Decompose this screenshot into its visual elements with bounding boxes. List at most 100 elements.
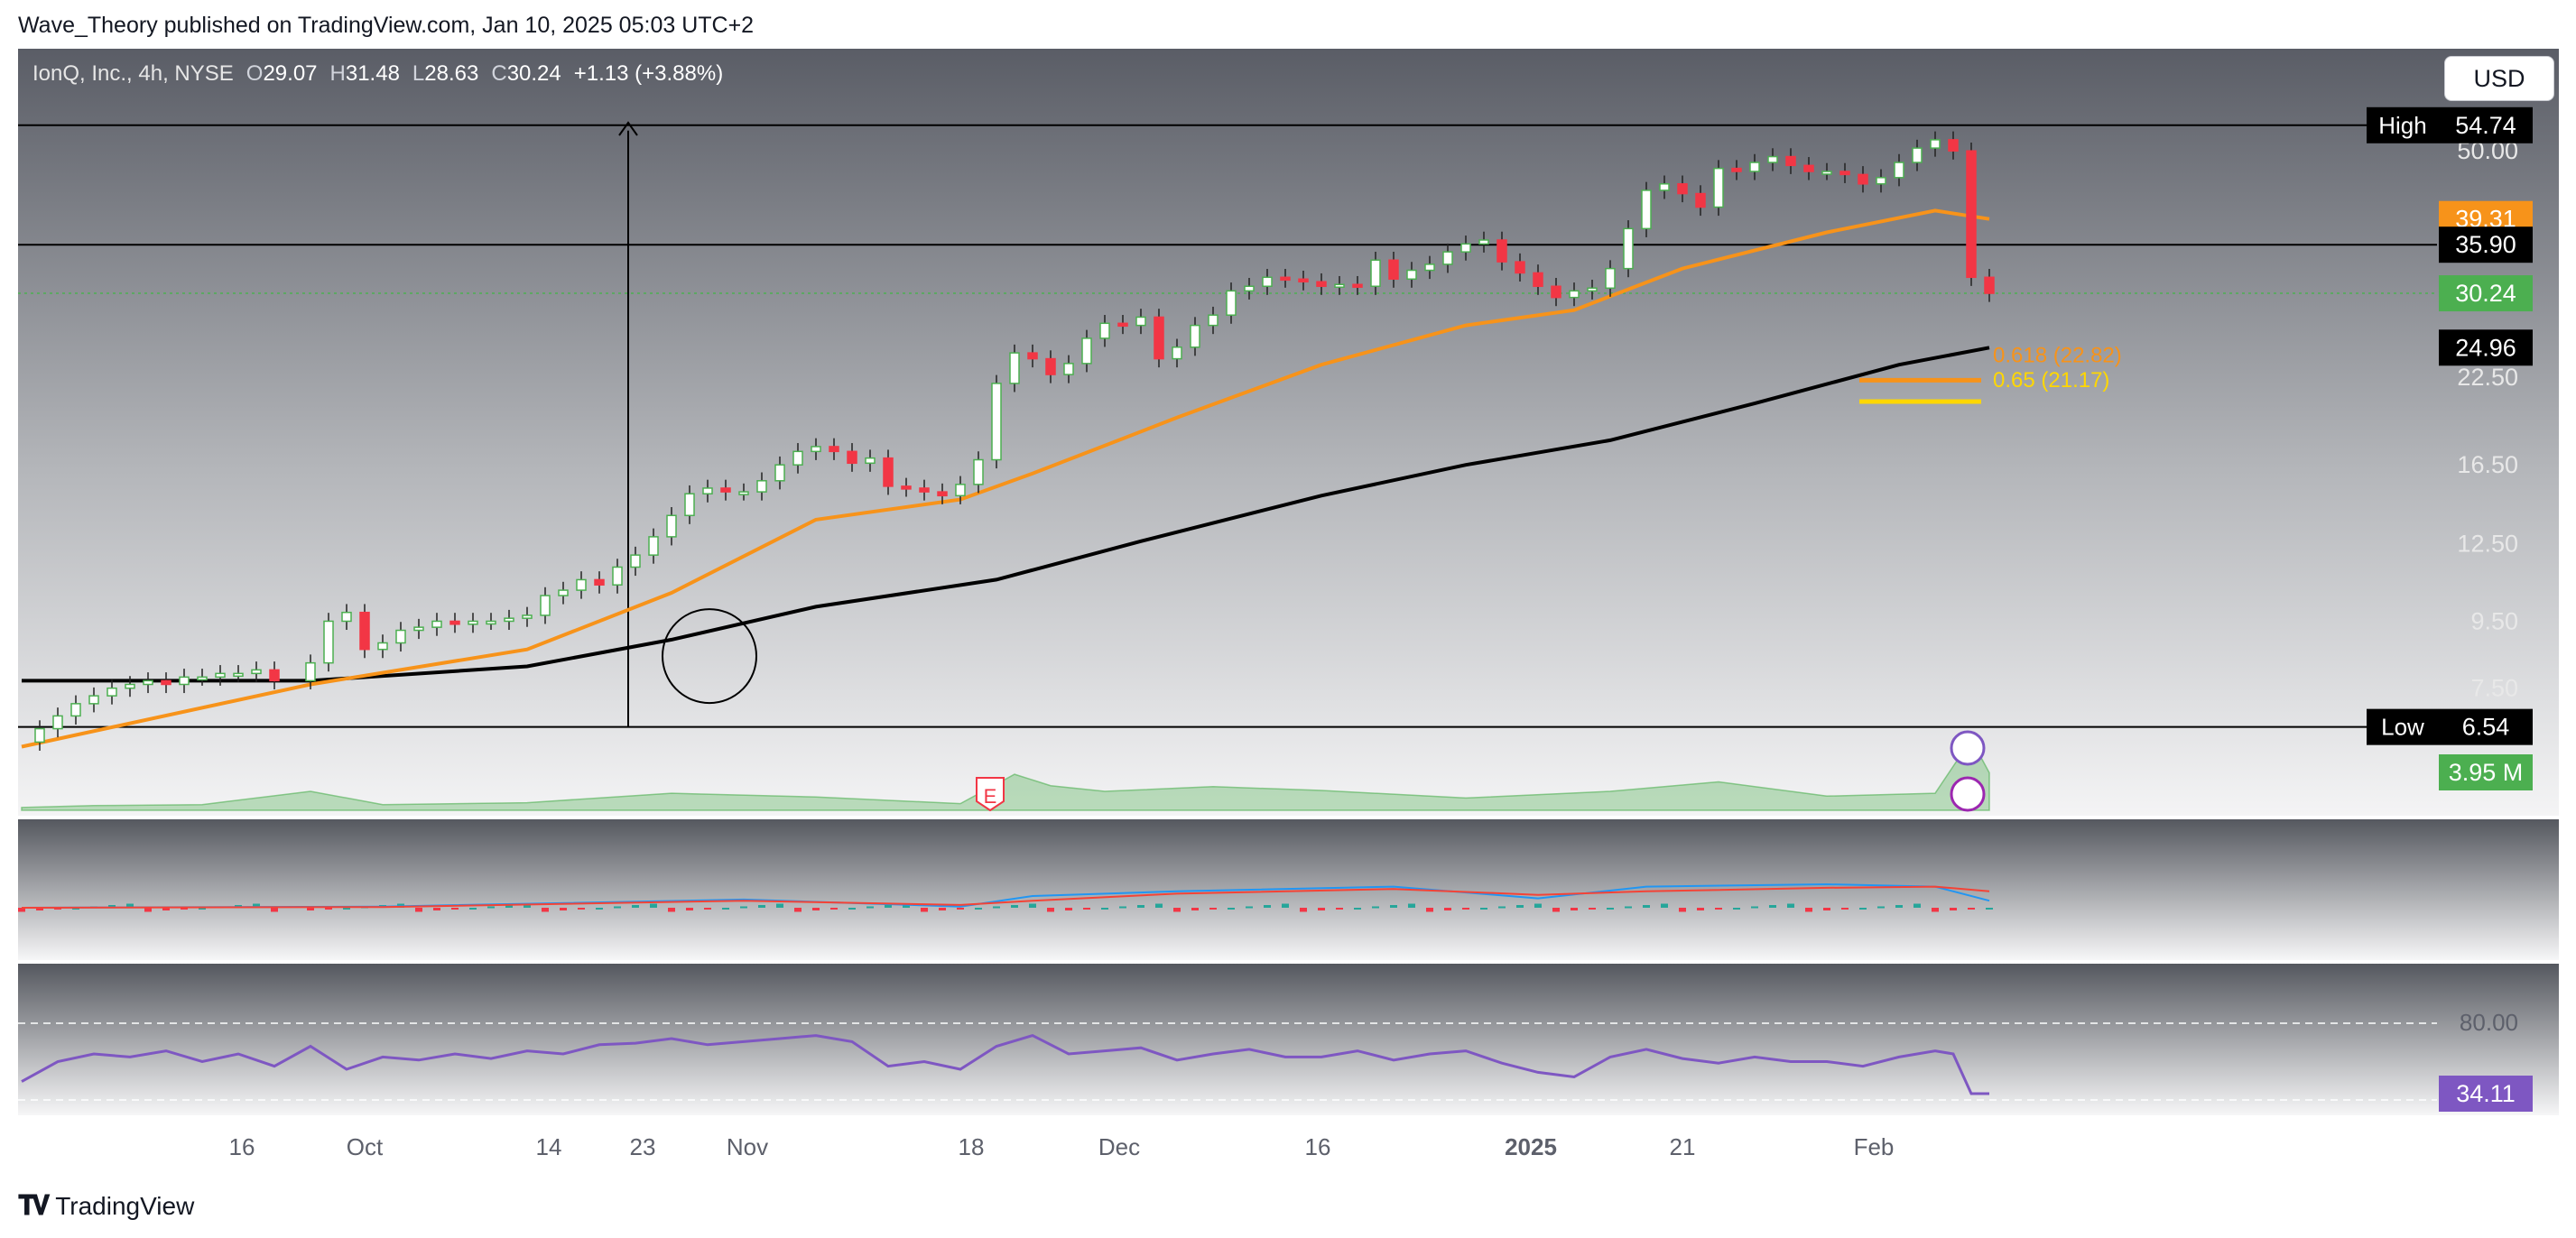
candle-body[interactable]: [1695, 192, 1706, 208]
symbol-label[interactable]: IonQ, Inc., 4h, NYSE: [32, 61, 234, 86]
candle-body[interactable]: [215, 672, 226, 679]
main-pane[interactable]: [18, 49, 2559, 816]
ema-fast-line[interactable]: [21, 208, 1990, 749]
candle-body[interactable]: [684, 493, 695, 517]
chart-canvas[interactable]: 0.618 (22.82)0.65 (21.17)E80.0050.0022.5…: [0, 0, 2576, 1191]
price-label-box[interactable]: [2439, 754, 2533, 790]
candle-body[interactable]: [449, 620, 460, 625]
candle-body[interactable]: [955, 484, 966, 497]
candle-body[interactable]: [1316, 281, 1327, 288]
candle-body[interactable]: [937, 491, 948, 497]
candle-body[interactable]: [486, 620, 496, 625]
candle-body[interactable]: [1659, 183, 1670, 191]
candle-body[interactable]: [1135, 316, 1146, 327]
candle-body[interactable]: [919, 487, 930, 493]
rsi-line[interactable]: [21, 1033, 1989, 1095]
candle-body[interactable]: [540, 595, 551, 616]
candle-body[interactable]: [1226, 290, 1237, 316]
event-star-icon[interactable]: [1950, 730, 1986, 766]
candle-body[interactable]: [413, 626, 424, 632]
candle-body[interactable]: [125, 683, 135, 689]
candle-body[interactable]: [1894, 162, 1904, 179]
candle-body[interactable]: [612, 566, 623, 586]
candle-body[interactable]: [594, 578, 605, 586]
candle-body[interactable]: [1027, 352, 1038, 360]
candle-body[interactable]: [1858, 173, 1868, 185]
candle-body[interactable]: [323, 620, 334, 664]
candle-body[interactable]: [774, 464, 785, 482]
candle-body[interactable]: [88, 695, 99, 705]
ema-slow-line[interactable]: [22, 346, 1990, 683]
tradingview-logo-icon[interactable]: 𝐓𝐕: [18, 1191, 50, 1221]
candle-body[interactable]: [305, 661, 316, 682]
candle-body[interactable]: [756, 480, 767, 493]
footer-brand[interactable]: TradingView: [55, 1192, 195, 1220]
candle-body[interactable]: [1731, 167, 1742, 172]
candle-body[interactable]: [522, 614, 533, 619]
candle-body[interactable]: [1551, 285, 1561, 299]
candle-body[interactable]: [1370, 259, 1381, 288]
candle-body[interactable]: [1388, 259, 1399, 281]
candle-body[interactable]: [1081, 337, 1092, 365]
candle-body[interactable]: [991, 383, 1002, 461]
candle-body[interactable]: [377, 642, 388, 651]
candle-body[interactable]: [1641, 189, 1652, 230]
candle-body[interactable]: [1099, 322, 1110, 339]
candle-body[interactable]: [1785, 155, 1796, 167]
candle-body[interactable]: [666, 514, 677, 538]
candle-body[interactable]: [1496, 239, 1507, 263]
candle-body[interactable]: [1442, 251, 1453, 265]
candle-body[interactable]: [1767, 155, 1778, 163]
candle-body[interactable]: [269, 669, 280, 682]
price-label-box[interactable]: [2439, 275, 2533, 312]
price-label-box[interactable]: [2439, 226, 2533, 263]
candle-body[interactable]: [883, 457, 894, 487]
candle-body[interactable]: [1677, 183, 1688, 195]
candle-body[interactable]: [1280, 276, 1291, 282]
candle-body[interactable]: [720, 487, 731, 493]
candle-body[interactable]: [504, 617, 514, 623]
candle-body[interactable]: [1821, 171, 1832, 175]
candle-body[interactable]: [1623, 227, 1634, 270]
candle-body[interactable]: [1262, 276, 1273, 288]
candle-body[interactable]: [1154, 316, 1164, 360]
candle-body[interactable]: [52, 715, 63, 730]
candle-body[interactable]: [829, 446, 839, 453]
candle-body[interactable]: [901, 485, 912, 490]
candle-body[interactable]: [648, 536, 659, 556]
rsi-pane[interactable]: [18, 964, 2559, 1115]
candle-body[interactable]: [558, 589, 569, 596]
candle-body[interactable]: [1045, 357, 1056, 375]
candle-body[interactable]: [1406, 269, 1417, 281]
price-label-box[interactable]: [2439, 329, 2533, 366]
candle-body[interactable]: [1352, 283, 1363, 288]
candle-body[interactable]: [1984, 276, 1995, 294]
candle-body[interactable]: [1749, 162, 1760, 172]
candle-body[interactable]: [1172, 346, 1182, 360]
candle-body[interactable]: [1190, 324, 1200, 348]
candle-body[interactable]: [395, 629, 406, 644]
candle-body[interactable]: [865, 457, 876, 465]
candle-body[interactable]: [143, 679, 153, 686]
currency-button[interactable]: USD: [2444, 56, 2554, 101]
candle-body[interactable]: [1587, 287, 1598, 292]
candle-body[interactable]: [1515, 261, 1525, 274]
candle-body[interactable]: [341, 611, 352, 623]
candle-body[interactable]: [847, 450, 857, 465]
candle-body[interactable]: [1966, 150, 1977, 279]
candle-body[interactable]: [576, 578, 587, 591]
candle-body[interactable]: [1912, 147, 1923, 163]
candle-body[interactable]: [70, 703, 81, 717]
candle-body[interactable]: [1478, 239, 1489, 245]
candle-body[interactable]: [811, 446, 821, 453]
candle-body[interactable]: [1244, 285, 1255, 292]
macd-line[interactable]: [21, 882, 1990, 909]
candle-body[interactable]: [630, 554, 641, 568]
candle-body[interactable]: [1009, 352, 1020, 384]
candle-body[interactable]: [973, 458, 984, 485]
earnings-marker-icon[interactable]: [976, 777, 1005, 812]
macd-signal-line[interactable]: [21, 885, 1990, 909]
candle-body[interactable]: [702, 487, 713, 494]
candle-body[interactable]: [1424, 263, 1435, 272]
candle-body[interactable]: [1713, 167, 1724, 208]
